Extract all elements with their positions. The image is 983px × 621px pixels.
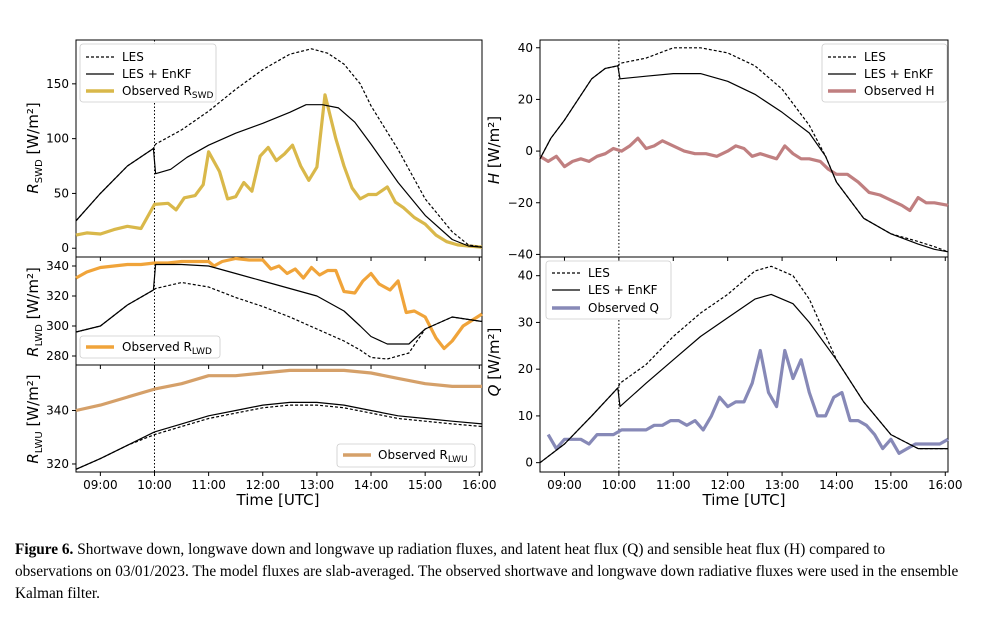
svg-text:LES + EnKF: LES + EnKF [122, 67, 192, 81]
x-tick-label: 15:00 [408, 478, 443, 492]
series-observed-r-lwu [75, 368, 482, 413]
x-tick-label: 10:00 [137, 478, 172, 492]
x-tick-label: 10:00 [602, 478, 637, 492]
svg-text:LES: LES [864, 50, 886, 64]
x-tick-label: 16:00 [462, 478, 497, 492]
x-tick-label: 16:00 [928, 478, 963, 492]
svg-text:LES: LES [122, 50, 144, 64]
svg-text:LES: LES [588, 266, 610, 280]
ylabel-lwu: RLWU [W/m²] [24, 374, 45, 463]
series-observed-r-swd [75, 93, 483, 249]
y-tick-label: 0 [61, 241, 69, 255]
series-les [539, 47, 949, 253]
legend-h: LES LES + EnKF Observed H [821, 43, 948, 103]
x-tick-label: 09:00 [83, 478, 118, 492]
x-tick-label: 09:00 [547, 478, 582, 492]
y-tick-label: 100 [46, 132, 69, 146]
svg-text:LES + EnKF: LES + EnKF [864, 67, 934, 81]
y-tick-label: 320 [46, 289, 69, 303]
y-tick-label: 340 [46, 403, 69, 417]
caption-text: Shortwave down, longwave down and longwa… [15, 541, 959, 602]
series-les-enkf [539, 293, 948, 464]
y-tick-label: 40 [518, 269, 533, 283]
ylabel-q: Q [W/m²] [485, 328, 503, 397]
y-tick-label: 30 [518, 315, 533, 329]
legend-swd: LES LES + EnKF Observed RSWD [79, 43, 217, 103]
y-tick-label: 150 [46, 77, 69, 91]
y-tick-label: 320 [46, 457, 69, 471]
legend-lwu: Observed RLWU [336, 443, 476, 468]
legend-lwd: Observed RLWD [79, 335, 221, 359]
y-tick-label: 280 [46, 349, 69, 363]
series-observed-r-lwd [75, 256, 483, 351]
x-tick-label: 14:00 [819, 478, 854, 492]
x-tick-label: 14:00 [354, 478, 389, 492]
series-les-enkf [75, 263, 483, 345]
axes-frame [75, 364, 483, 473]
svg-text:LES + EnKF: LES + EnKF [588, 283, 658, 297]
series-observed-q [546, 348, 949, 455]
y-tick-label: 20 [518, 92, 533, 106]
y-tick-label: 340 [46, 259, 69, 273]
y-tick-label: 40 [518, 41, 533, 55]
x-tick-label: 15:00 [874, 478, 909, 492]
legend-q: LES LES + EnKF Observed Q [545, 260, 672, 320]
series-les-enkf [539, 65, 949, 253]
series-les-enkf [75, 401, 483, 470]
svg-text:Observed RLWU: Observed RLWU [378, 448, 468, 465]
x-tick-label: 11:00 [656, 478, 691, 492]
xlabel-left: Time [UTC] [236, 491, 320, 509]
y-tick-label: 0 [525, 456, 533, 470]
panel-latent-heat: 0 10 20 30 40 09:00 10:00 11:00 12:00 13:00 14:00 1… [518, 256, 963, 492]
panel-longwave-up: 320 340 09:00 10:00 11:00 12:00 13:00 14:00 15:0… [46, 364, 497, 492]
series-les [75, 48, 483, 248]
series-les [75, 281, 483, 360]
ylabel-h: H [W/m²] [485, 116, 503, 184]
y-tick-label: −40 [508, 247, 533, 261]
y-tick-label: 50 [54, 186, 69, 200]
series-les [75, 404, 483, 470]
x-tick-label: 12:00 [245, 478, 280, 492]
svg-text:Observed RSWD: Observed RSWD [122, 84, 214, 101]
axes-frame [539, 256, 949, 473]
x-tick-label: 12:00 [710, 478, 745, 492]
y-tick-label: −20 [508, 196, 533, 210]
series-les-enkf [75, 104, 483, 248]
y-tick-label: 0 [525, 144, 533, 158]
svg-text:Observed Q: Observed Q [588, 301, 659, 315]
x-tick-label: 13:00 [765, 478, 800, 492]
series-observed-h [539, 136, 949, 213]
figure-caption: Figure 6. Shortwave down, longwave down … [15, 539, 965, 605]
y-tick-label: 300 [46, 319, 69, 333]
ylabel-swd: RSWD [W/m²] [24, 102, 45, 193]
y-tick-label: 20 [518, 362, 533, 376]
xlabel-right: Time [UTC] [702, 491, 786, 509]
y-tick-label: 10 [518, 409, 533, 423]
ylabel-lwd: RLWD [W/m²] [24, 267, 45, 357]
x-tick-label: 11:00 [191, 478, 226, 492]
caption-label: Figure 6. [15, 541, 74, 558]
panel-longwave-down: 280 300 320 340 [46, 256, 483, 369]
svg-text:Observed H: Observed H [864, 84, 935, 98]
svg-text:Observed RLWD: Observed RLWD [122, 340, 212, 357]
x-tick-label: 13:00 [300, 478, 335, 492]
